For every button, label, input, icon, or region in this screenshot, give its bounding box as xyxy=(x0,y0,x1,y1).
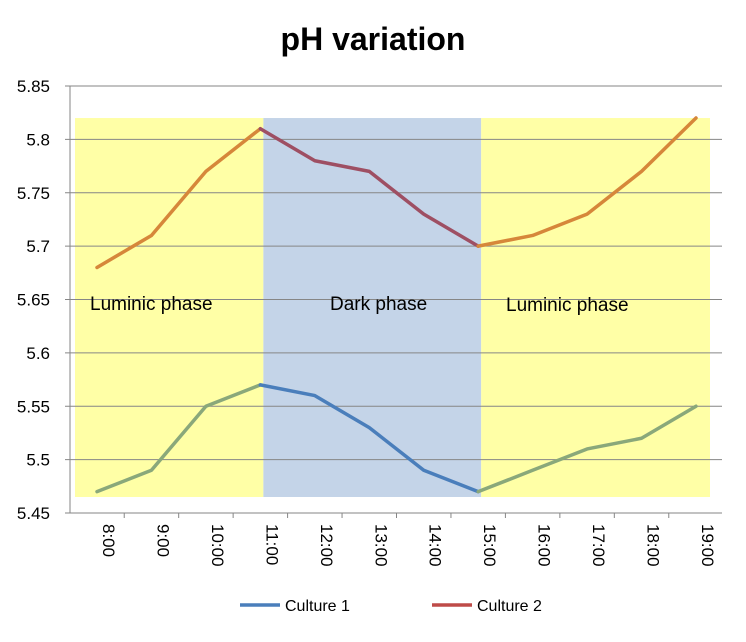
x-tick-label: 12:00 xyxy=(317,524,336,567)
x-tick-label: 15:00 xyxy=(480,524,499,567)
phase-label-2: Dark phase xyxy=(330,294,427,315)
y-tick-label: 5.85 xyxy=(17,77,50,96)
legend-label-1: Culture 1 xyxy=(285,598,350,615)
y-axis-ticks: 5.45 5.5 5.55 5.6 5.65 5.7 5.75 5.8 5.85 xyxy=(17,77,50,523)
x-tick-label: 16:00 xyxy=(535,524,554,567)
y-tick-label: 5.45 xyxy=(17,504,50,523)
x-tick-label: 18:00 xyxy=(644,524,663,567)
legend: Culture 1 Culture 2 xyxy=(240,598,542,615)
x-tick-label: 9:00 xyxy=(153,524,172,557)
x-tick-label: 11:00 xyxy=(262,524,281,565)
phase-label-1: Luminic phase xyxy=(90,294,213,315)
y-tick-label: 5.75 xyxy=(17,184,50,203)
y-tick-label: 5.7 xyxy=(26,237,50,256)
y-tick-label: 5.6 xyxy=(26,344,50,363)
x-tick-label: 8:00 xyxy=(99,524,118,557)
x-tick-label: 19:00 xyxy=(698,524,717,567)
legend-label-2: Culture 2 xyxy=(477,598,542,615)
x-tick-label: 10:00 xyxy=(208,524,227,567)
chart-title: pH variation xyxy=(281,21,466,57)
y-tick-label: 5.55 xyxy=(17,397,50,416)
y-tick-label: 5.5 xyxy=(26,451,50,470)
y-tick-label: 5.8 xyxy=(26,130,50,149)
x-tick-label: 17:00 xyxy=(589,524,608,567)
phase-labels: Luminic phase Dark phase Luminic phase xyxy=(90,294,629,316)
x-axis-ticks: 8:00 9:00 10:00 11:00 12:00 13:00 14:00 15:00 16… xyxy=(99,524,717,567)
x-tick-label: 13:00 xyxy=(371,524,390,567)
y-tick-label: 5.65 xyxy=(17,291,50,310)
x-tick-label: 14:00 xyxy=(426,524,445,567)
phase-label-3: Luminic phase xyxy=(506,295,629,316)
